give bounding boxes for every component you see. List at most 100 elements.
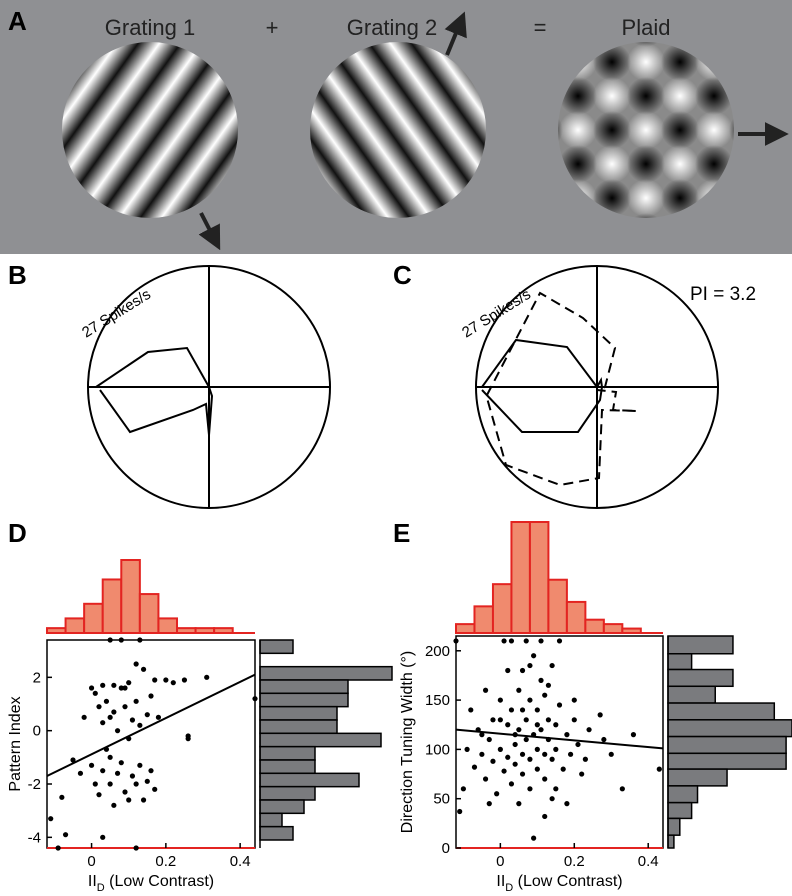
data-point xyxy=(549,662,555,669)
panel-b: B 27 Spikes/s xyxy=(8,260,331,509)
x-axis-label-main: II xyxy=(88,873,97,890)
data-point xyxy=(482,776,489,782)
data-point xyxy=(96,704,102,710)
data-point xyxy=(497,746,503,752)
top-histogram-bar xyxy=(83,602,104,634)
x-tick-label: 0.2 xyxy=(564,853,585,870)
plot-frame xyxy=(455,635,664,849)
data-point xyxy=(486,801,492,807)
data-point xyxy=(505,667,511,674)
data-point xyxy=(505,722,511,728)
y-tick-label: 0 xyxy=(442,840,450,857)
data-point xyxy=(486,736,492,743)
data-point xyxy=(133,698,139,704)
panel-d-label: D xyxy=(8,518,27,548)
data-point xyxy=(549,756,555,762)
x-axis-label-rest: (Low Contrast) xyxy=(513,873,622,890)
data-point xyxy=(542,751,548,757)
top-histogram-bar xyxy=(101,578,123,635)
data-point xyxy=(92,781,98,787)
y-tick-label: 0 xyxy=(33,723,41,740)
right-histogram-bar xyxy=(667,834,675,849)
data-point xyxy=(545,682,552,688)
data-point xyxy=(508,707,515,713)
data-point xyxy=(553,722,559,728)
data-point xyxy=(516,687,522,693)
data-point xyxy=(527,662,533,669)
data-point xyxy=(100,834,106,840)
data-point xyxy=(630,732,637,738)
panel-a: A Grating 1 + Grating 2 = Plaid xyxy=(0,0,792,254)
data-point xyxy=(479,732,485,738)
data-point xyxy=(505,754,511,760)
top-histogram-bar xyxy=(120,559,141,634)
data-point xyxy=(88,685,95,691)
panel-e: E 0 0.2 0.4 200 150 100 50 0 Direction Tuning Wi… xyxy=(393,518,792,894)
data-point xyxy=(111,802,117,808)
data-point xyxy=(48,816,54,822)
data-point xyxy=(516,801,522,807)
data-point xyxy=(571,717,577,723)
data-point xyxy=(137,637,143,643)
data-point xyxy=(170,680,176,686)
right-histogram-bar xyxy=(667,635,734,655)
right-histogram-bar xyxy=(259,812,283,828)
data-point xyxy=(464,746,470,752)
x-tick-label: 0 xyxy=(496,853,504,870)
panel-a-label: A xyxy=(8,6,27,36)
data-point xyxy=(538,677,544,683)
data-point xyxy=(575,741,581,748)
data-point xyxy=(656,766,662,772)
data-point xyxy=(619,786,625,792)
data-point xyxy=(523,736,529,743)
scale-label-c: 27 Spikes/s xyxy=(459,286,534,342)
data-point xyxy=(501,768,507,774)
data-point xyxy=(252,696,258,702)
data-point xyxy=(586,727,592,733)
data-point xyxy=(118,637,124,643)
right-histogram-bar xyxy=(667,785,699,804)
data-point xyxy=(100,682,106,688)
top-histogram-bar xyxy=(491,583,513,634)
data-point xyxy=(508,781,515,787)
data-point xyxy=(501,638,507,644)
data-point xyxy=(77,770,84,776)
data-point xyxy=(88,762,95,768)
right-histogram-bar xyxy=(667,752,787,770)
x-axis-label-rest: (Low Contrast) xyxy=(105,873,214,890)
data-point xyxy=(523,717,529,723)
data-point xyxy=(582,756,588,762)
x-axis-label: IID (Low Contrast) xyxy=(88,873,214,891)
y-tick-label: -4 xyxy=(28,829,41,846)
data-point xyxy=(126,797,132,803)
data-point xyxy=(144,712,150,718)
data-point xyxy=(111,682,117,688)
pattern-index-label: PI = 3.2 xyxy=(690,284,756,305)
data-point xyxy=(148,768,154,774)
right-histogram-bar xyxy=(667,735,787,755)
data-point xyxy=(608,751,614,757)
data-point xyxy=(508,638,515,644)
data-point xyxy=(118,760,124,766)
right-histogram-bar xyxy=(259,799,305,815)
data-point xyxy=(523,638,529,644)
data-point xyxy=(512,741,518,748)
data-point xyxy=(538,727,544,733)
grating1-image xyxy=(62,42,238,218)
panel-e-label: E xyxy=(393,518,410,548)
top-histogram-bar xyxy=(455,623,476,634)
data-point xyxy=(126,680,132,686)
data-point xyxy=(111,709,117,715)
right-histogram-bar xyxy=(259,705,338,721)
regression-line xyxy=(46,673,256,777)
right-histogram-bar xyxy=(667,768,728,787)
right-histogram-bar xyxy=(259,639,294,655)
x-axis-label: IID (Low Contrast) xyxy=(496,873,622,891)
plot-frame xyxy=(46,639,256,849)
data-point xyxy=(531,653,537,659)
data-point xyxy=(137,762,143,768)
data-point xyxy=(527,697,533,703)
data-point xyxy=(564,732,570,738)
data-point xyxy=(516,727,522,733)
